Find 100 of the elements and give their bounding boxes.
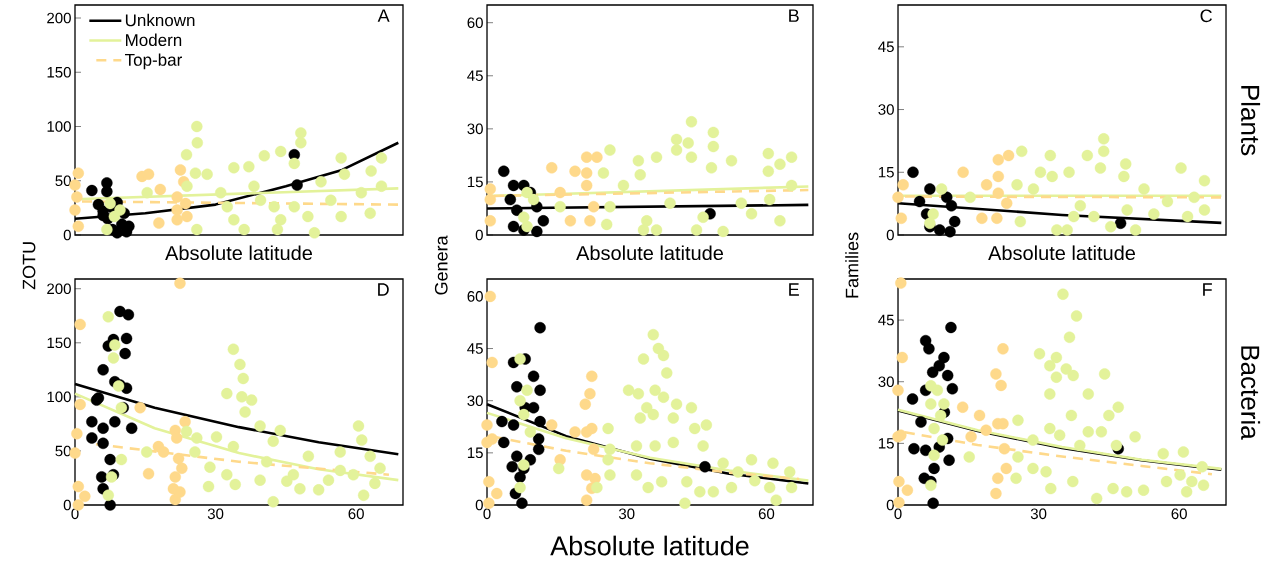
point (308, 227, 321, 239)
point (531, 225, 543, 238)
point (74, 318, 86, 331)
point (115, 453, 128, 466)
y-tick-label: 15 (878, 438, 894, 449)
point (699, 461, 711, 473)
point (521, 220, 533, 233)
x-tick-label: 30 (207, 508, 224, 520)
point (1177, 446, 1190, 458)
x-tick-label: 0 (894, 508, 902, 520)
point (109, 416, 121, 428)
point (892, 384, 904, 397)
point (893, 475, 905, 488)
point (928, 462, 940, 475)
point (325, 194, 337, 206)
y-tick-label: 0 (475, 229, 483, 241)
y-tick-label: 60 (467, 17, 483, 28)
point (1186, 475, 1198, 488)
point (784, 466, 796, 478)
y-tick-label: 50 (55, 175, 71, 187)
x-tick-label: 60 (1171, 508, 1187, 520)
point (990, 368, 1002, 380)
point (245, 394, 258, 406)
point (1174, 469, 1186, 481)
point (227, 343, 240, 355)
point (1148, 208, 1160, 220)
point (632, 154, 645, 167)
point (506, 461, 518, 473)
point (191, 223, 203, 236)
point (774, 215, 786, 227)
point (1074, 439, 1086, 452)
text: Plants (1241, 86, 1261, 156)
point (1053, 429, 1066, 441)
x-tick-label: 0 (483, 508, 491, 520)
point (267, 496, 279, 508)
x-axis-title: Absolute latitude (576, 245, 724, 261)
point (322, 474, 335, 486)
point (86, 432, 98, 444)
point (1060, 363, 1072, 375)
point (580, 179, 593, 192)
point (498, 165, 510, 177)
y-axis-title: Genera (434, 235, 448, 295)
point (1129, 224, 1142, 236)
point (527, 370, 540, 383)
point (122, 308, 135, 321)
point (682, 137, 694, 149)
point (924, 183, 936, 195)
point (79, 490, 91, 503)
point (689, 422, 701, 435)
point (1197, 479, 1210, 491)
point (997, 343, 1009, 355)
point (1188, 191, 1200, 204)
x-tick-label: 60 (758, 508, 775, 520)
point (641, 401, 653, 414)
point (655, 476, 668, 488)
point (1181, 210, 1194, 223)
y-tick-label: 150 (47, 66, 71, 78)
point (924, 217, 936, 229)
point (334, 464, 346, 477)
point (181, 180, 193, 192)
point (602, 454, 614, 466)
point (1002, 149, 1015, 162)
point (906, 393, 919, 405)
point (1098, 133, 1110, 145)
point (587, 443, 600, 456)
point (154, 183, 166, 196)
point (670, 133, 683, 146)
point (153, 217, 165, 229)
point (484, 215, 496, 227)
point (288, 157, 300, 170)
point (176, 462, 188, 474)
point (72, 480, 84, 493)
text: Bacteria (1241, 346, 1261, 440)
point (101, 223, 113, 236)
point (980, 179, 993, 191)
point (697, 440, 709, 452)
point (274, 424, 286, 437)
point (171, 191, 183, 203)
point (945, 321, 957, 334)
point (980, 424, 992, 436)
point (191, 137, 203, 149)
point (1001, 197, 1013, 209)
y-axis-title: ZOTU (22, 242, 36, 290)
point (1027, 434, 1039, 446)
point (357, 489, 370, 501)
point (694, 486, 706, 498)
point (374, 462, 386, 474)
point (375, 152, 388, 164)
point (174, 277, 186, 290)
point (913, 195, 926, 208)
point (661, 367, 673, 379)
point (767, 457, 779, 469)
point (498, 436, 510, 449)
point (949, 215, 961, 228)
point (275, 214, 287, 226)
point (690, 224, 703, 236)
point (1180, 486, 1193, 498)
point (632, 388, 645, 400)
point (995, 379, 1007, 392)
point (275, 145, 287, 158)
